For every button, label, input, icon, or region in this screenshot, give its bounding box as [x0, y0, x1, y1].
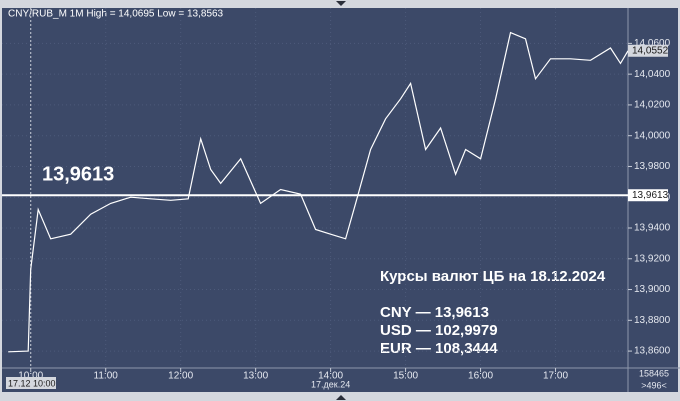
plot-background: [2, 8, 678, 392]
chart-title: CNY/RUB_M 1M High = 14,0695 Low = 13,856…: [8, 9, 224, 20]
annotation: CNY — 13,9613: [380, 304, 489, 321]
y-tick-label: 14,0200: [634, 100, 671, 111]
y-tick-label: 13,8800: [634, 315, 671, 326]
x-tick-label: 17:00: [543, 371, 568, 382]
crosshair-label-box: [6, 377, 56, 389]
x-tick-label: 14:00: [318, 371, 343, 382]
x-tick-label: 11:00: [94, 371, 119, 382]
last-price-label: 14,0552: [632, 45, 669, 56]
y-tick-label: 14,0000: [634, 130, 671, 141]
annotation: Курсы валют ЦБ на 18.12.2024: [380, 268, 606, 285]
y-tick-label: 13,9800: [634, 161, 671, 172]
price-tag: 13,9613: [632, 190, 669, 201]
scroll-arrow: [336, 1, 346, 6]
annotation: EUR — 108,3444: [380, 340, 498, 357]
x-tick-label: 15:00: [393, 371, 418, 382]
footer-label: >496<: [641, 380, 667, 390]
y-tick-label: 14,0600: [634, 38, 671, 49]
x-tick-label: 12:00: [168, 371, 193, 382]
x-tick-label: 13:00: [243, 371, 268, 382]
date-label: 17.дек.24: [311, 379, 350, 389]
last-price-box: [628, 44, 668, 57]
crosshair-label: 17.12 10:00: [8, 378, 56, 388]
x-tick-label: 16:00: [468, 371, 493, 382]
y-tick-label: 14,0400: [634, 69, 671, 80]
y-tick-label: 13,9400: [634, 223, 671, 234]
price-level-label: 13,9613: [42, 164, 114, 186]
y-tick-label: 13,9000: [634, 284, 671, 295]
annotation: USD — 102,9979: [380, 322, 498, 339]
scroll-arrow: [336, 395, 346, 400]
price-tag-box: [628, 189, 668, 202]
footer-label: 158465: [639, 368, 669, 378]
y-tick-label: 13,9200: [634, 253, 671, 264]
price-line: [8, 31, 629, 353]
x-tick-label: 10:00: [18, 371, 43, 382]
y-tick-label: 13,8600: [634, 346, 671, 357]
